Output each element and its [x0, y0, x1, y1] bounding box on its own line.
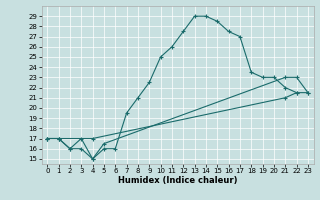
X-axis label: Humidex (Indice chaleur): Humidex (Indice chaleur) [118, 176, 237, 185]
